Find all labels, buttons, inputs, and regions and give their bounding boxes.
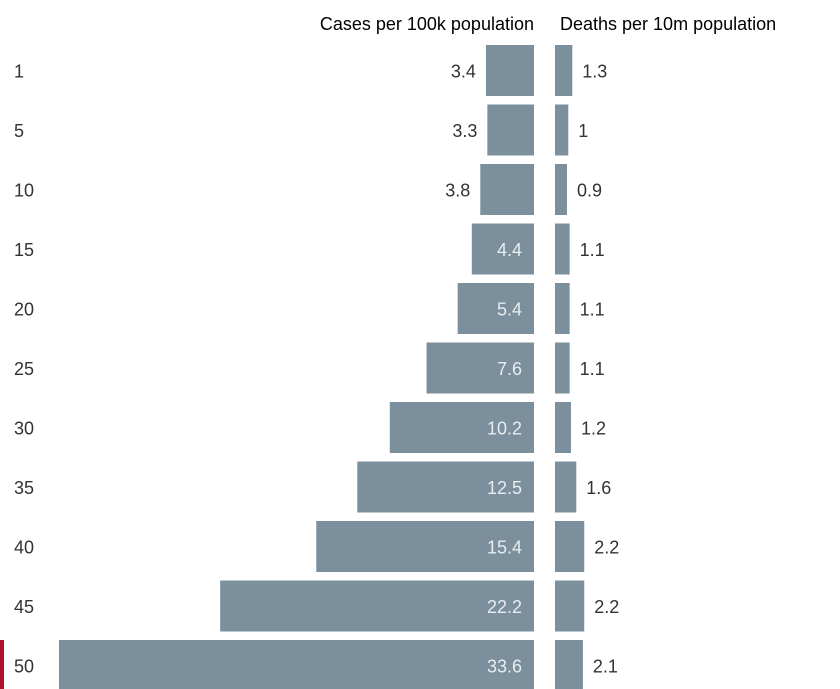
cases-bar (487, 104, 534, 156)
cases-value-label: 7.6 (497, 359, 522, 379)
cases-value-label: 4.4 (497, 240, 522, 260)
cases-value-label: 3.8 (445, 181, 470, 201)
category-label: 20 (14, 300, 34, 320)
deaths-value-label: 1.6 (586, 478, 611, 498)
category-label: 15 (14, 240, 34, 260)
deaths-value-label: 2.2 (594, 538, 619, 558)
category-label: 10 (14, 181, 34, 201)
cases-bar (480, 164, 534, 215)
cases-value-label: 10.2 (487, 419, 522, 439)
category-label: 50 (14, 657, 34, 677)
category-label: 30 (14, 419, 34, 439)
deaths-bar (555, 45, 573, 96)
category-label: 1 (14, 62, 24, 82)
cases-bar (316, 521, 534, 572)
category-label: 45 (14, 597, 34, 617)
highlight-marker (0, 640, 4, 689)
deaths-bar (555, 461, 577, 513)
cases-value-label: 3.4 (451, 62, 476, 82)
category-label: 25 (14, 359, 34, 379)
deaths-value-label: 1.1 (580, 359, 605, 379)
cases-value-label: 12.5 (487, 478, 522, 498)
deaths-value-label: 1.2 (581, 419, 606, 439)
category-label: 40 (14, 538, 34, 558)
cases-bar (485, 45, 534, 96)
cases-bar (220, 580, 535, 632)
cases-series-header: Cases per 100k population (320, 14, 534, 34)
deaths-value-label: 0.9 (577, 181, 602, 201)
category-label: 5 (14, 121, 24, 141)
deaths-series-header: Deaths per 10m population (560, 14, 776, 34)
deaths-bar (555, 223, 570, 275)
deaths-bar (555, 283, 570, 334)
deaths-bar (555, 521, 585, 572)
deaths-bar (555, 580, 585, 632)
cases-value-label: 5.4 (497, 300, 522, 320)
cases-value-label: 22.2 (487, 597, 522, 617)
deaths-value-label: 1 (578, 121, 588, 141)
deaths-bar (555, 342, 570, 394)
deaths-bar (555, 402, 571, 453)
cases-value-label: 15.4 (487, 538, 522, 558)
cases-bar (357, 461, 534, 513)
deaths-value-label: 1.3 (582, 62, 607, 82)
cases-bar (389, 402, 534, 453)
cases-bar (59, 640, 534, 689)
deaths-bar (555, 104, 569, 156)
cases-value-label: 3.3 (452, 121, 477, 141)
chart-rows: 1 3.4 1.3 5 3.3 1 10 3.8 0.9 15 4.4 1.1 20 5.4 1.1 25 7.… (0, 45, 619, 689)
deaths-value-label: 1.1 (580, 300, 605, 320)
deaths-value-label: 2.2 (594, 597, 619, 617)
category-label: 35 (14, 478, 34, 498)
deaths-value-label: 1.1 (580, 240, 605, 260)
deaths-value-label: 2.1 (593, 657, 618, 677)
cases-value-label: 33.6 (487, 657, 522, 677)
cases-bar (471, 223, 534, 275)
cases-bar (457, 283, 534, 334)
deaths-bar (555, 164, 567, 215)
cases-bar (426, 342, 534, 394)
deaths-bar (555, 640, 583, 689)
